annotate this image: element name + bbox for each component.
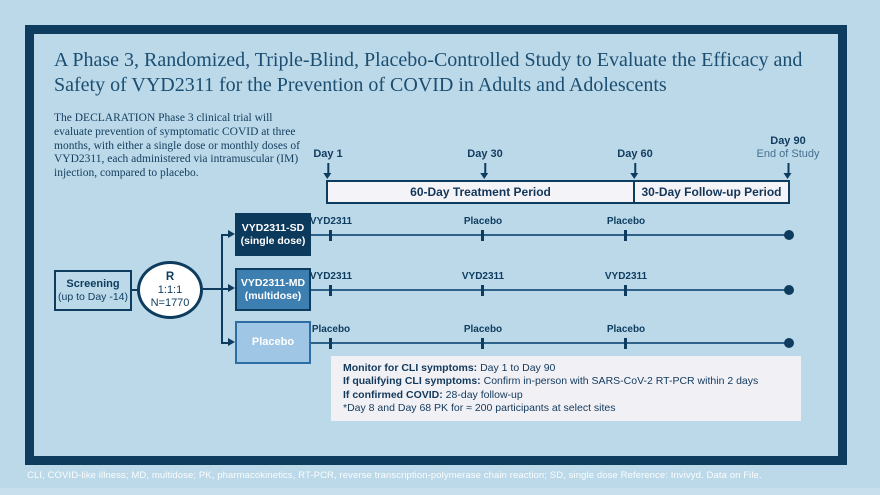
monitor-line-text: *Day 8 and Day 68 PK for ≈ 200 participa… xyxy=(343,402,616,414)
dose-label: Placebo xyxy=(606,216,646,227)
randomization-r: R xyxy=(165,270,175,283)
arm-box-vyd2311-sd: VYD2311-SD (single dose) xyxy=(235,213,311,256)
arm-box-placebo: Placebo xyxy=(235,321,311,364)
arm-sublabel: (multidose) xyxy=(244,289,302,302)
connector-line xyxy=(221,234,229,236)
tick-mark-icon xyxy=(329,338,332,349)
timeline-milestone-day30: Day 30 xyxy=(467,148,503,180)
tick-mark-icon xyxy=(481,285,484,296)
milestone-sublabel: End of Study xyxy=(756,148,820,160)
down-arrow-icon xyxy=(783,163,792,179)
monitor-line-bold: If qualifying CLI symptoms: xyxy=(343,375,481,387)
tick-mark-icon xyxy=(481,230,484,241)
screening-box: Screening (up to Day -14) xyxy=(54,270,132,311)
down-arrow-icon xyxy=(323,163,332,179)
dose-label: Placebo xyxy=(606,324,646,335)
study-period-bar: 60-Day Treatment Period 30-Day Follow-up… xyxy=(326,180,790,204)
right-arrow-icon xyxy=(228,284,235,292)
randomization-ratio: 1:1:1 xyxy=(157,283,183,296)
connector-line xyxy=(203,288,229,290)
screening-sublabel: (up to Day -14) xyxy=(57,291,129,303)
endpoint-dot-icon xyxy=(784,338,794,348)
monitor-line-bold: If confirmed COVID: xyxy=(343,388,443,401)
dose-label: Placebo xyxy=(463,324,503,335)
dose-label: VYD2311 xyxy=(309,216,353,227)
monitor-line: If confirmed COVID: 28-day follow-up xyxy=(343,389,789,403)
connector-line xyxy=(221,342,229,344)
bottom-edge-strip xyxy=(0,488,880,495)
milestone-label: Day 30 xyxy=(467,148,503,160)
connector-line xyxy=(221,234,223,344)
screening-title: Screening xyxy=(66,278,120,290)
monitor-line-bold: Monitor for CLI symptoms: xyxy=(343,361,478,374)
randomization-n: N=1770 xyxy=(150,296,190,309)
dose-label: Placebo xyxy=(311,324,351,335)
treatment-period-label: 60-Day Treatment Period xyxy=(328,182,635,202)
abbreviations-footnote: CLI, COVID-like illness; MD, multidose; … xyxy=(27,470,762,481)
timeline-line xyxy=(311,289,789,291)
monitoring-notes-box: Monitor for CLI symptoms: Day 1 to Day 9… xyxy=(331,356,801,421)
monitor-line-text: 28-day follow-up xyxy=(442,388,523,401)
dose-label: VYD2311 xyxy=(461,271,505,282)
milestone-label: Day 90 xyxy=(770,135,806,147)
timeline-line xyxy=(311,342,789,344)
milestone-label: Day 1 xyxy=(313,148,343,160)
timeline-milestone-day1: Day 1 xyxy=(313,148,343,180)
study-panel-frame xyxy=(25,25,847,465)
connector-line xyxy=(132,289,139,291)
timeline-milestone-day90: Day 90 End of Study xyxy=(757,135,820,180)
endpoint-dot-icon xyxy=(784,230,794,240)
monitor-line: *Day 8 and Day 68 PK for ≈ 200 participa… xyxy=(343,402,789,416)
dose-label: VYD2311 xyxy=(604,271,648,282)
arm-name: Placebo xyxy=(251,336,295,349)
monitor-line: Monitor for CLI symptoms: Day 1 to Day 9… xyxy=(343,362,789,376)
tick-mark-icon xyxy=(624,338,627,349)
monitor-line: If qualifying CLI symptoms: Confirm in-p… xyxy=(343,375,789,389)
endpoint-dot-icon xyxy=(784,285,794,295)
study-description: The DECLARATION Phase 3 clinical trial w… xyxy=(54,112,300,180)
down-arrow-icon xyxy=(480,163,489,179)
study-title: A Phase 3, Randomized, Triple-Blind, Pla… xyxy=(54,49,803,96)
timeline-milestone-day60: Day 60 xyxy=(617,148,653,180)
tick-mark-icon xyxy=(624,230,627,241)
arm-sublabel: (single dose) xyxy=(240,234,306,247)
milestone-label: Day 60 xyxy=(617,148,653,160)
tick-mark-icon xyxy=(329,285,332,296)
dose-label: Placebo xyxy=(463,216,503,227)
tick-mark-icon xyxy=(481,338,484,349)
arm-name: VYD2311-MD xyxy=(240,277,306,289)
arm-name: VYD2311-SD xyxy=(241,222,305,234)
right-arrow-icon xyxy=(228,230,235,238)
tick-mark-icon xyxy=(624,285,627,296)
followup-period-label: 30-Day Follow-up Period xyxy=(641,185,782,199)
tick-mark-icon xyxy=(329,230,332,241)
down-arrow-icon xyxy=(630,163,639,179)
right-arrow-icon xyxy=(228,338,235,346)
timeline-line xyxy=(311,234,789,236)
monitor-line-text: Confirm in-person with SARS-CoV-2 RT-PCR… xyxy=(480,375,759,387)
dose-label: VYD2311 xyxy=(309,271,353,282)
arm-box-vyd2311-md: VYD2311-MD (multidose) xyxy=(235,268,311,311)
monitor-line-text: Day 1 to Day 90 xyxy=(477,361,556,374)
randomization-circle: R 1:1:1 N=1770 xyxy=(137,261,203,319)
